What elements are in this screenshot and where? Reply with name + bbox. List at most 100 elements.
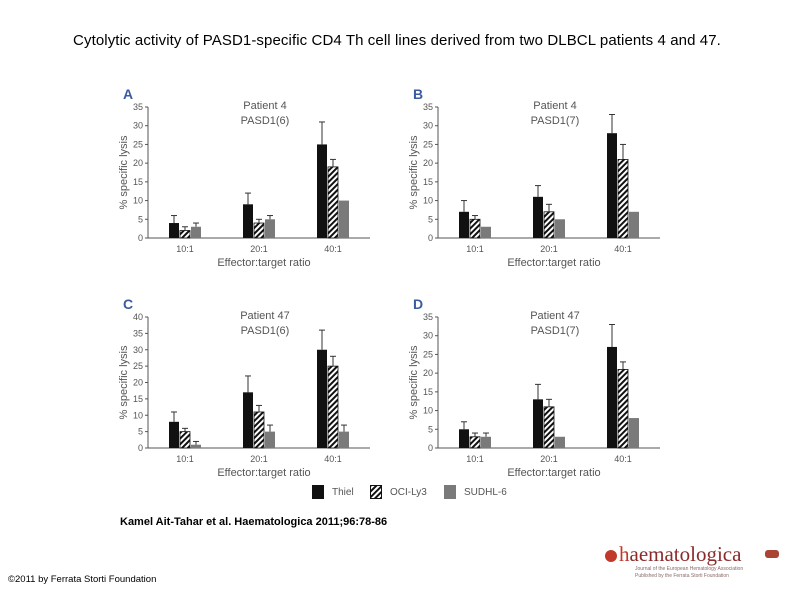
bar-thiel — [459, 429, 469, 448]
logo-tagline-2: Published by the Ferrata Storti Foundati… — [635, 573, 729, 579]
y-tick-label: 10 — [133, 196, 143, 206]
x-axis-label: Effector:target ratio — [507, 257, 600, 269]
bar-oci-ly3 — [543, 406, 555, 449]
logo-wordmark-first: h — [619, 542, 630, 566]
bar-sudhl-6 — [265, 219, 275, 238]
y-tick-label: 10 — [423, 406, 433, 416]
bar-oci-ly3 — [469, 436, 481, 449]
citation: Kamel Ait-Tahar et al. Haematologica 201… — [120, 516, 388, 528]
y-tick-label: 5 — [428, 214, 433, 224]
y-tick-label: 35 — [133, 328, 143, 338]
y-tick-label: 25 — [423, 349, 433, 359]
bar-thiel — [533, 196, 543, 238]
bar-oci-ly3 — [253, 411, 265, 449]
chart-panel-c: C Patient 47 PASD1(6) 0 5 10 15 20 25 30 35 40 % spe… — [115, 293, 375, 483]
panel-letter: C — [123, 296, 133, 312]
panel-title-line2: PASD1(7) — [531, 325, 580, 337]
legend-swatch-sudhl-6 — [444, 485, 456, 499]
y-tick-label: 15 — [423, 177, 433, 187]
bar-thiel — [317, 144, 327, 238]
bar-sudhl-6 — [629, 211, 639, 238]
bar-sudhl-6 — [265, 431, 275, 448]
y-tick-label: 25 — [133, 139, 143, 149]
y-tick-label: 0 — [428, 233, 433, 243]
panel-title-line1: Patient 47 — [530, 310, 580, 322]
y-tick-label: 15 — [133, 177, 143, 187]
logo-wordmark: haematologica — [619, 542, 741, 567]
y-tick-label: 35 — [423, 312, 433, 322]
bar-thiel — [533, 399, 543, 448]
bar-oci-ly3 — [617, 159, 629, 239]
y-tick-label: 30 — [133, 345, 143, 355]
x-tick-label: 10:1 — [176, 244, 194, 254]
panel-title-line2: PASD1(7) — [531, 115, 580, 127]
x-tick-label: 20:1 — [250, 244, 268, 254]
bar-oci-ly3 — [327, 365, 339, 449]
haematologica-logo: haematologica Journal of the European He… — [605, 542, 785, 582]
bar-sudhl-6 — [191, 444, 201, 448]
legend-swatch-thiel — [312, 485, 324, 499]
y-tick-label: 0 — [428, 443, 433, 453]
panel-title-line1: Patient 4 — [533, 100, 576, 112]
x-axis-label: Effector:target ratio — [507, 467, 600, 479]
y-tick-label: 30 — [423, 331, 433, 341]
bar-oci-ly3 — [179, 431, 191, 449]
x-axis-label: Effector:target ratio — [217, 257, 310, 269]
legend-label-oci-ly3: OCI-Ly3 — [390, 486, 427, 498]
y-axis-label: % specific lysis — [118, 345, 130, 419]
y-tick-label: 40 — [133, 312, 143, 322]
y-tick-label: 5 — [138, 214, 143, 224]
y-axis-label: % specific lysis — [408, 345, 420, 419]
legend-label-sudhl-6: SUDHL-6 — [464, 486, 507, 498]
y-tick-label: 25 — [133, 361, 143, 371]
chart-svg-b: B Patient 4 PASD1(7) 0 5 10 15 20 25 30 35 % specif… — [408, 86, 660, 269]
y-tick-label: 30 — [133, 121, 143, 131]
y-tick-label: 5 — [138, 427, 143, 437]
chart-svg-d: D Patient 47 PASD1(7) 0 5 10 15 20 25 30 35 % speci… — [408, 296, 660, 479]
copyright: ©2011 by Ferrata Storti Foundation — [8, 574, 157, 585]
x-tick-label: 40:1 — [614, 454, 632, 464]
x-tick-label: 40:1 — [324, 244, 342, 254]
panel-letter: A — [123, 86, 133, 102]
bar-sudhl-6 — [555, 219, 565, 238]
legend-label-thiel: Thiel — [332, 486, 354, 498]
y-axis-label: % specific lysis — [408, 135, 420, 209]
bar-sudhl-6 — [555, 436, 565, 448]
logo-tagline-1: Journal of the European Hematology Assoc… — [635, 566, 744, 572]
y-tick-label: 35 — [133, 102, 143, 112]
legend-item-oci-ly3: OCI-Ly3 — [370, 485, 427, 499]
bar-thiel — [169, 223, 179, 238]
bar-oci-ly3 — [327, 166, 339, 239]
y-tick-label: 35 — [423, 102, 433, 112]
bar-sudhl-6 — [339, 200, 349, 238]
chart-panel-b: B Patient 4 PASD1(7) 0 5 10 15 20 25 30 35 % specif… — [405, 83, 665, 273]
y-tick-label: 0 — [138, 443, 143, 453]
panel-title-line2: PASD1(6) — [241, 325, 290, 337]
bar-oci-ly3 — [617, 369, 629, 449]
x-tick-label: 20:1 — [540, 244, 558, 254]
bar-thiel — [243, 204, 253, 238]
x-tick-label: 40:1 — [614, 244, 632, 254]
y-tick-label: 15 — [133, 394, 143, 404]
panel-letter: B — [413, 86, 423, 102]
legend: Thiel OCI-Ly3 SUDHL-6 — [312, 485, 692, 503]
chart-svg-c: C Patient 47 PASD1(6) 0 5 10 15 20 25 30 35 40 % spe… — [118, 296, 370, 479]
panel-title-line2: PASD1(6) — [241, 115, 290, 127]
y-tick-label: 20 — [133, 158, 143, 168]
bar-oci-ly3 — [543, 211, 555, 239]
panel-title-line1: Patient 4 — [243, 100, 286, 112]
y-tick-label: 15 — [423, 387, 433, 397]
bar-thiel — [317, 349, 327, 448]
bar-thiel — [607, 133, 617, 238]
bar-sudhl-6 — [481, 436, 491, 448]
bar-thiel — [243, 392, 253, 448]
bar-oci-ly3 — [469, 218, 481, 239]
bar-thiel — [459, 211, 469, 238]
chart-svg-a: A Patient 4 PASD1(6) 0 5 10 15 20 25 30 35 % specif… — [118, 86, 370, 269]
chart-panel-a: A Patient 4 PASD1(6) 0 5 10 15 20 25 30 35 % specif… — [115, 83, 375, 273]
logo-wordmark-rest: aematologica — [629, 542, 742, 566]
x-axis-label: Effector:target ratio — [217, 467, 310, 479]
y-axis-label: % specific lysis — [118, 135, 130, 209]
x-tick-label: 10:1 — [466, 244, 484, 254]
y-tick-label: 10 — [423, 196, 433, 206]
